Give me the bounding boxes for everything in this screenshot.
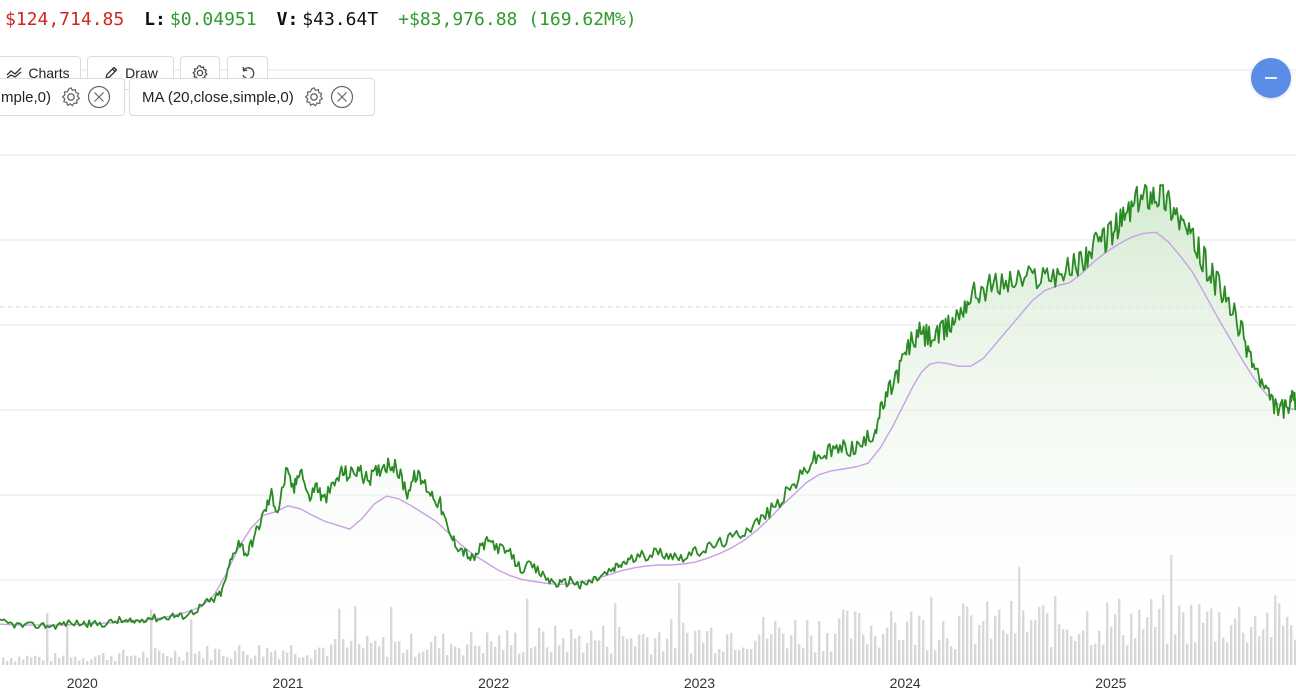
indicator-chip-1-label: mple,0) (1, 88, 52, 106)
chart-type-icon (6, 67, 22, 79)
ma-line (0, 231, 1296, 626)
volume-label: V: (276, 8, 299, 30)
indicator-chip-1[interactable]: mple,0) (0, 78, 125, 116)
high-price-value: $124,714.85 (5, 8, 125, 30)
volume-value: $43.64T (302, 8, 379, 30)
x-tick-label: 2022 (478, 675, 509, 691)
close-icon[interactable] (330, 85, 354, 109)
collapse-button[interactable] (1251, 58, 1291, 98)
low-price-value: $0.04951 (169, 8, 257, 30)
x-tick-label: 2021 (272, 675, 303, 691)
price-stats-bar: $124,714.85 L: $0.04951 V: $43.64T +$83,… (5, 6, 637, 32)
x-tick-label: 2024 (890, 675, 921, 691)
price-area (0, 184, 1296, 666)
x-tick-label: 2025 (1095, 675, 1126, 691)
price-change: +$83,976.88 (169.62M%) (398, 8, 637, 30)
price-line (0, 183, 1296, 630)
low-label: L: (144, 8, 166, 30)
gear-icon[interactable] (59, 85, 83, 109)
charts-button-label: Charts (28, 65, 70, 81)
price-area-fill (0, 184, 1296, 666)
close-icon[interactable] (87, 85, 111, 109)
x-tick-label: 2023 (684, 675, 715, 691)
draw-button-label: Draw (125, 65, 158, 81)
minus-icon (1265, 77, 1277, 79)
x-axis-ticks: 2020 2021 2022 2023 2024 2025 (67, 675, 1127, 691)
reset-icon (241, 66, 254, 80)
price-series-line (0, 183, 1296, 630)
x-tick-label: 2020 (67, 675, 98, 691)
ma-series-line (0, 231, 1296, 626)
pencil-icon (105, 66, 118, 79)
indicator-chip-ma-label: MA (20,close,simple,0) (142, 88, 294, 106)
indicator-chip-ma[interactable]: MA (20,close,simple,0) (129, 78, 375, 116)
gear-icon[interactable] (302, 85, 326, 109)
